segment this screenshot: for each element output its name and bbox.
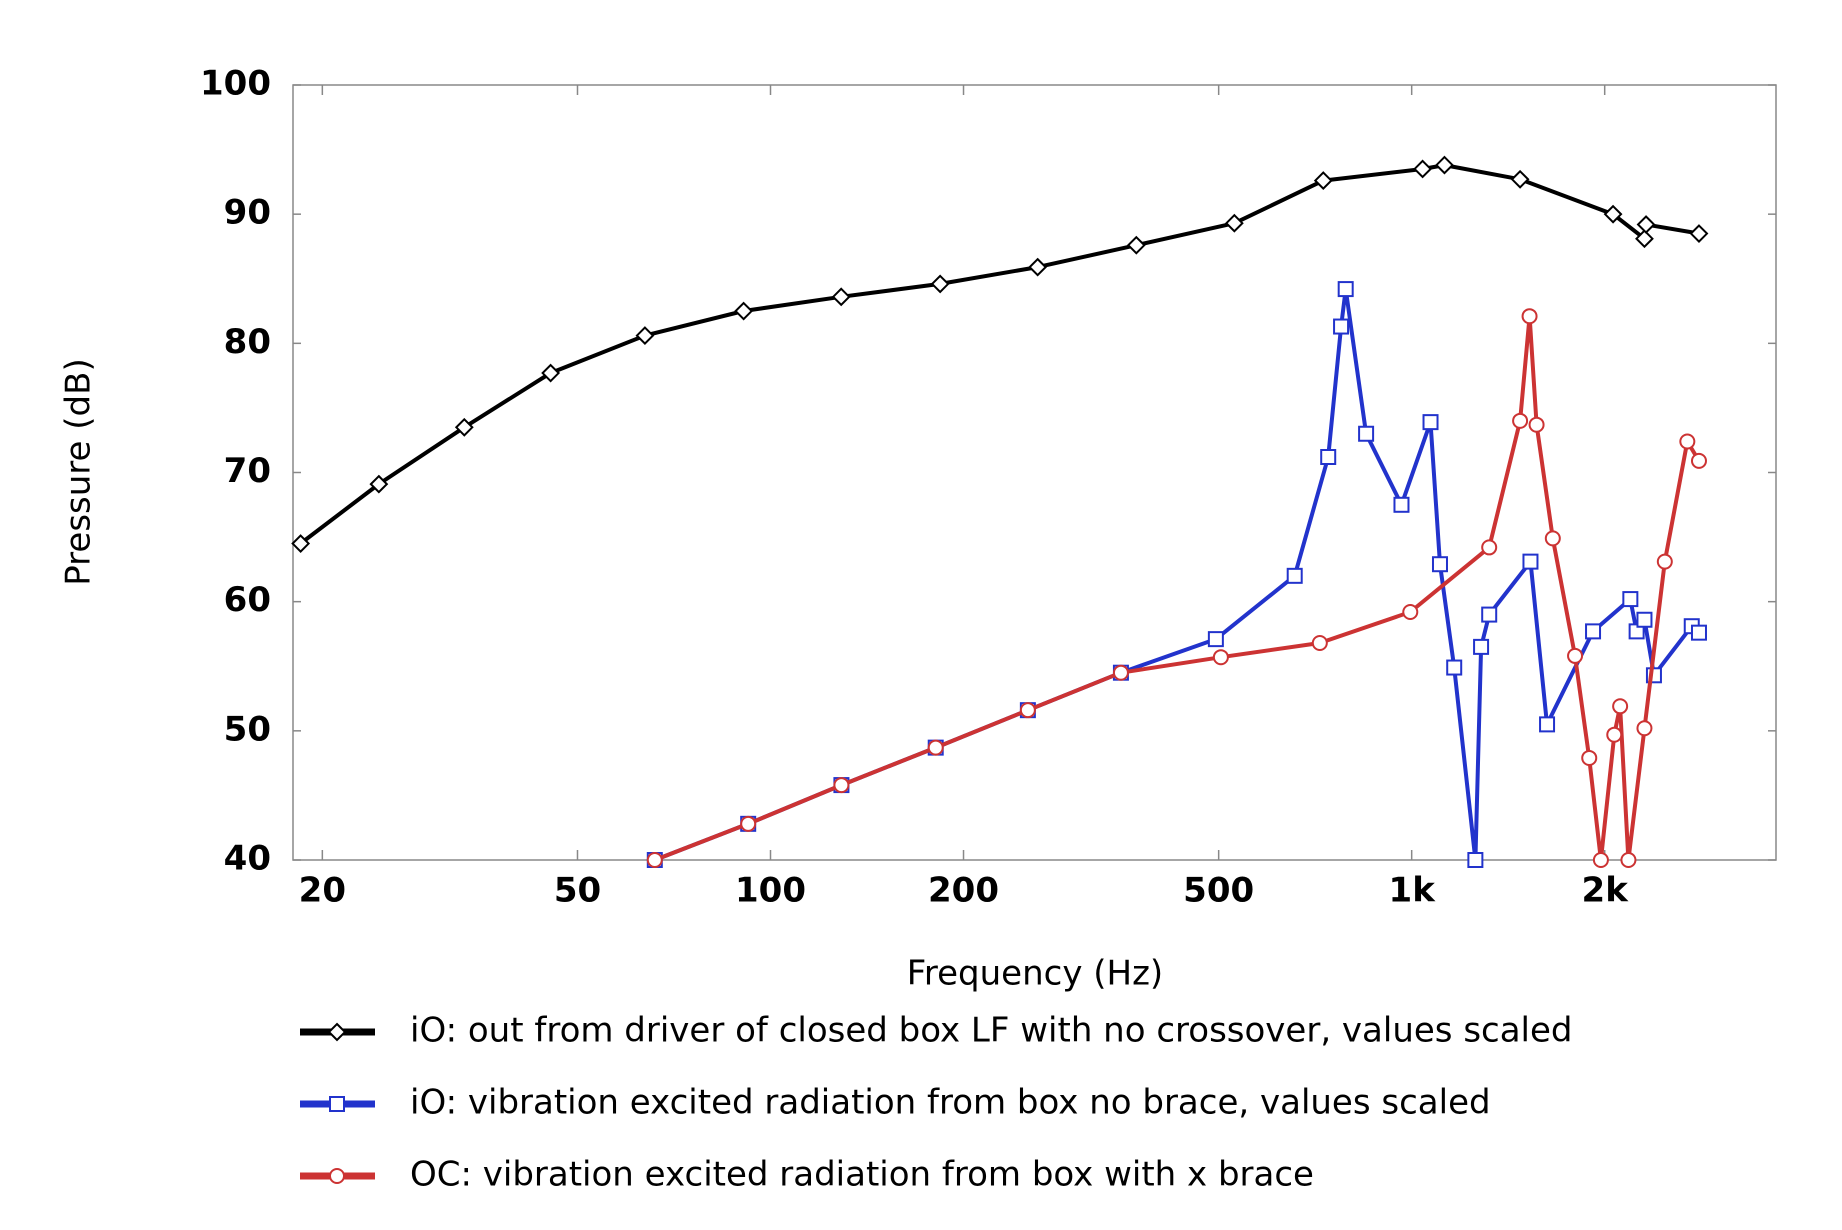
marker (1636, 720, 1653, 737)
legend-marker (327, 1022, 347, 1042)
series-line (299, 163, 1700, 546)
marker (1690, 624, 1707, 641)
x-tick-label: 200 (928, 871, 999, 911)
x-tick-label: 20 (299, 871, 346, 911)
x-axis-label: Frequency (Hz) (907, 954, 1163, 994)
marker (1622, 591, 1639, 608)
marker (1112, 664, 1129, 681)
marker (1521, 308, 1538, 325)
marker (1473, 638, 1490, 655)
marker (369, 474, 389, 494)
marker (541, 363, 561, 383)
y-axis-label: Pressure (dB) (59, 358, 99, 585)
marker (1606, 726, 1623, 743)
marker (1286, 567, 1303, 584)
marker (1679, 433, 1696, 450)
legend-marker (329, 1168, 345, 1184)
x-tick-label: 1k (1389, 871, 1437, 911)
marker (1224, 213, 1244, 233)
x-tick-label: 2k (1582, 871, 1630, 911)
marker (1413, 159, 1433, 179)
marker (1544, 530, 1561, 547)
marker (646, 852, 663, 868)
marker (1467, 852, 1484, 868)
marker (1207, 631, 1224, 648)
marker (1689, 224, 1709, 243)
marker (1028, 257, 1048, 277)
marker (1126, 235, 1146, 255)
y-tick-label: 90 (224, 193, 271, 233)
marker (1019, 702, 1036, 719)
marker (1635, 229, 1654, 249)
legend-label: iO: out from driver of closed box LF wit… (410, 1011, 1573, 1051)
y-tick-label: 60 (224, 580, 271, 620)
marker (1528, 416, 1545, 433)
y-tick-label: 100 (200, 64, 271, 104)
marker (291, 534, 311, 553)
marker (1690, 452, 1707, 469)
legend-label: iO: vibration excited radiation from box… (410, 1083, 1491, 1123)
marker (1510, 169, 1530, 189)
marker (1446, 659, 1463, 676)
marker (833, 777, 850, 794)
marker (454, 417, 474, 437)
marker (927, 739, 944, 756)
marker (1481, 606, 1498, 623)
x-tick-label: 100 (735, 871, 806, 911)
marker (1435, 155, 1454, 175)
marker (740, 815, 757, 832)
marker (1333, 318, 1350, 335)
plot-frame (292, 84, 1777, 861)
marker (734, 301, 754, 321)
marker (1481, 539, 1498, 556)
marker (1620, 852, 1637, 868)
legend-marker (329, 1096, 345, 1112)
marker (1358, 425, 1375, 442)
marker (1512, 412, 1529, 429)
marker (1612, 698, 1629, 715)
marker (1636, 215, 1656, 234)
marker (1313, 171, 1333, 190)
marker (1393, 496, 1410, 513)
marker (1522, 553, 1539, 570)
marker (1539, 716, 1556, 733)
series-line (654, 287, 1701, 862)
marker (1636, 611, 1653, 628)
marker (1422, 414, 1439, 431)
legend-label: OC: vibration excited radiation from box… (410, 1155, 1314, 1195)
marker (1320, 449, 1337, 465)
x-tick-label: 500 (1183, 871, 1254, 911)
marker (1212, 649, 1229, 666)
marker (831, 287, 851, 307)
marker (1402, 604, 1419, 620)
marker (1603, 204, 1623, 224)
marker (1311, 635, 1328, 651)
y-tick-label: 70 (224, 451, 271, 491)
marker (1656, 553, 1673, 570)
y-tick-label: 40 (224, 839, 271, 879)
marker (1585, 623, 1602, 640)
x-tick-label: 50 (554, 871, 601, 911)
marker (1431, 556, 1448, 573)
marker (1567, 647, 1584, 664)
y-tick-label: 50 (224, 709, 271, 749)
marker (1581, 749, 1598, 766)
marker (1592, 852, 1609, 868)
marker (930, 274, 950, 294)
series-line (654, 314, 1701, 862)
marker (635, 326, 655, 345)
y-tick-label: 80 (224, 322, 271, 362)
marker (1337, 281, 1354, 298)
